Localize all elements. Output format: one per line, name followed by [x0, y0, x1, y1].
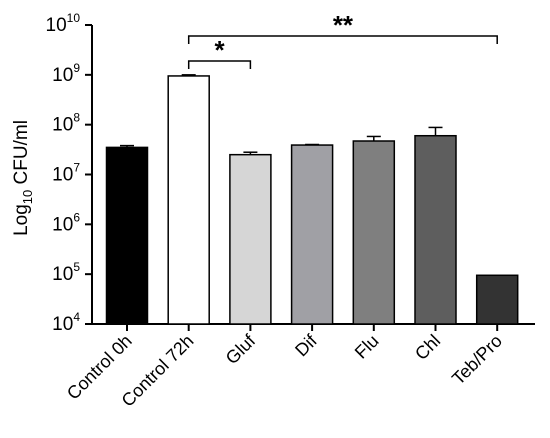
bar [167, 75, 210, 325]
significance-bracket [187, 60, 252, 69]
bar [414, 134, 457, 325]
y-axis-label: Log10 CFU/ml [11, 120, 35, 236]
significance-bracket [187, 35, 498, 44]
x-tick-label: Flu [351, 331, 383, 363]
y-tick-label: 105 [52, 260, 80, 285]
significance-annotations: *** [187, 10, 498, 69]
x-tick-label: Teb/Pro [448, 331, 506, 389]
bar [229, 153, 272, 325]
bar [290, 144, 334, 325]
y-tick-label: 109 [52, 61, 80, 86]
significance-label: * [214, 35, 225, 65]
x-tick-label: Gluf [222, 330, 260, 368]
y-tick-label: 108 [52, 111, 80, 136]
x-tick-label: Dif [291, 330, 321, 360]
bar [352, 140, 396, 325]
y-tick-label: 106 [52, 210, 80, 235]
bar [475, 274, 519, 325]
significance-label: ** [333, 10, 354, 40]
x-tick-label: Chl [411, 331, 444, 364]
y-tick-label: 107 [52, 161, 80, 186]
bars [105, 74, 519, 325]
bar [105, 146, 149, 325]
y-tick-label: 104 [52, 310, 80, 335]
y-tick-label: 1010 [46, 11, 81, 36]
